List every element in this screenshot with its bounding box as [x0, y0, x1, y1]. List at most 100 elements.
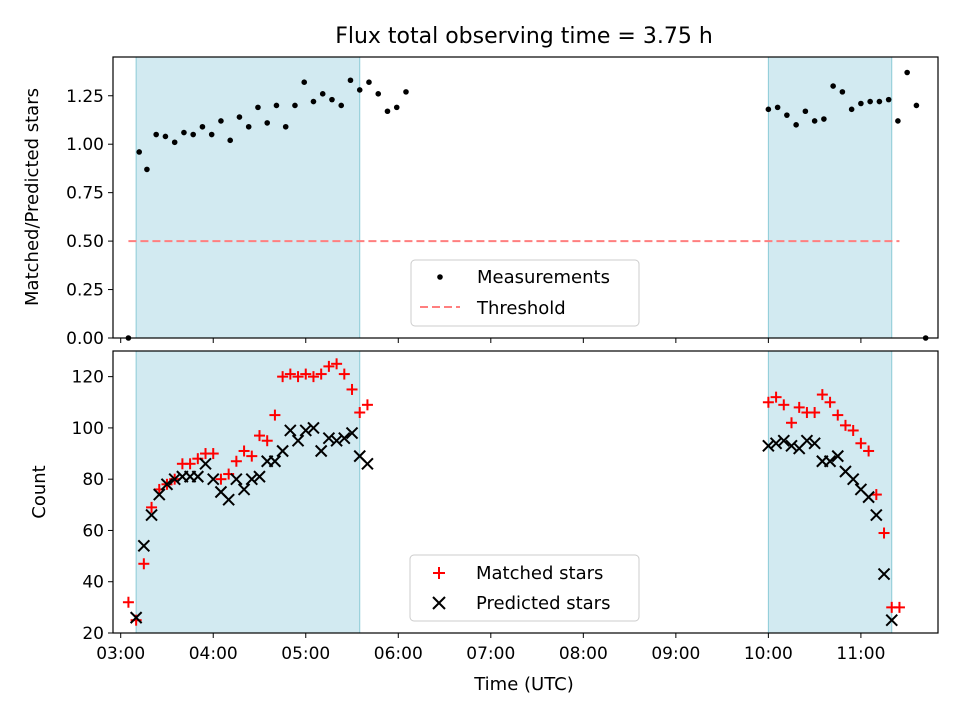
predicted-x-b: [276, 444, 289, 458]
matched-star-point: [277, 371, 289, 383]
predicted-x-b: [191, 470, 205, 483]
measurement-point: [282, 123, 289, 130]
measurement-point: [802, 108, 809, 115]
predicted-star-point: [153, 488, 166, 501]
matched-star-point: [770, 391, 782, 403]
matched-star-point: [762, 396, 774, 408]
x-axis-label: Time (UTC): [473, 674, 574, 695]
predicted-star-point: [307, 421, 320, 435]
ratio-y-tick-label: 0.50: [66, 232, 104, 252]
matched-star-point: [809, 407, 821, 419]
predicted-star-point: [222, 493, 235, 506]
count-panel: 20 40 60 80 100 120 03:00 04:00 05:00 06:00 07:00…: [29, 350, 939, 695]
predicted-x-b: [307, 421, 320, 435]
predicted-star-point: [137, 539, 151, 553]
measurement-point: [227, 137, 233, 144]
matched-star-point: [184, 458, 196, 470]
predicted-star-point: [322, 431, 336, 445]
measurement-point: [292, 102, 298, 109]
predicted-x-b: [314, 444, 328, 458]
matched-star-point: [261, 435, 273, 447]
matched-star-point: [146, 501, 158, 513]
matched-star-point: [870, 489, 882, 501]
matched-star-point: [292, 371, 304, 383]
predicted-x-b: [361, 457, 374, 471]
measurement-point: [384, 108, 391, 115]
predicted-star-point: [291, 434, 305, 447]
matched-star-point: [778, 399, 790, 411]
count-y-tick-label: 80: [82, 470, 104, 490]
measurement-point: [867, 98, 873, 105]
x-tick-label: 08:00: [559, 644, 608, 664]
measurement-point: [885, 96, 892, 103]
matched-star-point: [832, 409, 844, 421]
matched-star-point: [847, 424, 859, 436]
measurement-point: [858, 100, 864, 107]
ratio-y-axis-label: Matched/Predicted stars: [22, 88, 43, 306]
predicted-x-b: [800, 434, 814, 447]
predicted-x-b: [153, 488, 166, 501]
measurement-point: [190, 131, 196, 138]
predicted-star-point: [191, 470, 205, 483]
predicted-x-b: [846, 472, 860, 486]
measurement-point: [904, 69, 910, 76]
measurement-point: [366, 79, 372, 85]
observing-window-1: [135, 56, 361, 339]
measurement-point: [273, 102, 280, 109]
predicted-star-point: [276, 444, 289, 458]
predicted-star-point: [885, 613, 898, 627]
measurement-point: [310, 98, 317, 105]
matched-star-point: [863, 445, 875, 457]
ratio-legend: Measurements Threshold: [410, 259, 640, 327]
measurement-point: [774, 104, 781, 111]
matched-star-point: [361, 399, 373, 411]
ratio-plot-frame: [112, 56, 939, 339]
matched-star-point: [238, 445, 250, 457]
predicted-x-b: [222, 493, 235, 506]
measurement-point: [301, 79, 308, 85]
observing-window-2: [767, 56, 893, 339]
predicted-x-b: [823, 455, 837, 468]
matched-star-point: [307, 371, 319, 383]
matched-star-point: [284, 368, 296, 380]
measurement-point: [171, 139, 178, 146]
matched-star-point: [315, 368, 327, 380]
predicted-star-point: [345, 426, 359, 440]
count-y-tick-label: 40: [82, 573, 104, 593]
predicted-star-point: [800, 434, 814, 447]
matched-star-point: [269, 409, 281, 421]
count-plot-frame: [112, 350, 939, 634]
predicted-x-b: [284, 424, 297, 437]
measurement-point: [784, 112, 790, 118]
measurement-point: [793, 122, 799, 128]
matched-star-point: [300, 368, 312, 380]
measurement-point: [393, 104, 400, 111]
predicted-x-b: [769, 437, 783, 450]
measurement-point: [255, 104, 261, 111]
matched-star-point: [839, 419, 851, 431]
predicted-star-point: [361, 457, 374, 471]
measurement-point: [264, 120, 271, 126]
measurement-point: [821, 116, 827, 122]
predicted-x-b: [137, 539, 151, 553]
predicted-star-point: [207, 472, 220, 486]
predicted-x-b: [839, 465, 852, 478]
matched-star-point: [893, 601, 905, 613]
x-tick-label: 11:00: [836, 644, 885, 664]
predicted-star-point: [877, 567, 891, 581]
predicted-x-b: [854, 483, 868, 496]
matched-star-point: [855, 437, 867, 449]
predicted-x-b: [168, 472, 181, 486]
x-tick-label: 05:00: [281, 644, 330, 664]
matched-star-point: [331, 358, 343, 370]
count-legend-box: [409, 554, 640, 622]
measurement-point: [208, 131, 215, 138]
matched-star-point: [786, 417, 798, 429]
predicted-x-b: [353, 449, 366, 463]
measurement-point: [347, 77, 354, 84]
matched-star-point: [122, 596, 134, 608]
ratio-y-tick-label: 1.25: [66, 87, 104, 107]
chart-title: Flux total observing time = 3.75 h: [335, 24, 713, 49]
predicted-star-point: [808, 437, 821, 450]
measurement-point: [144, 166, 150, 173]
